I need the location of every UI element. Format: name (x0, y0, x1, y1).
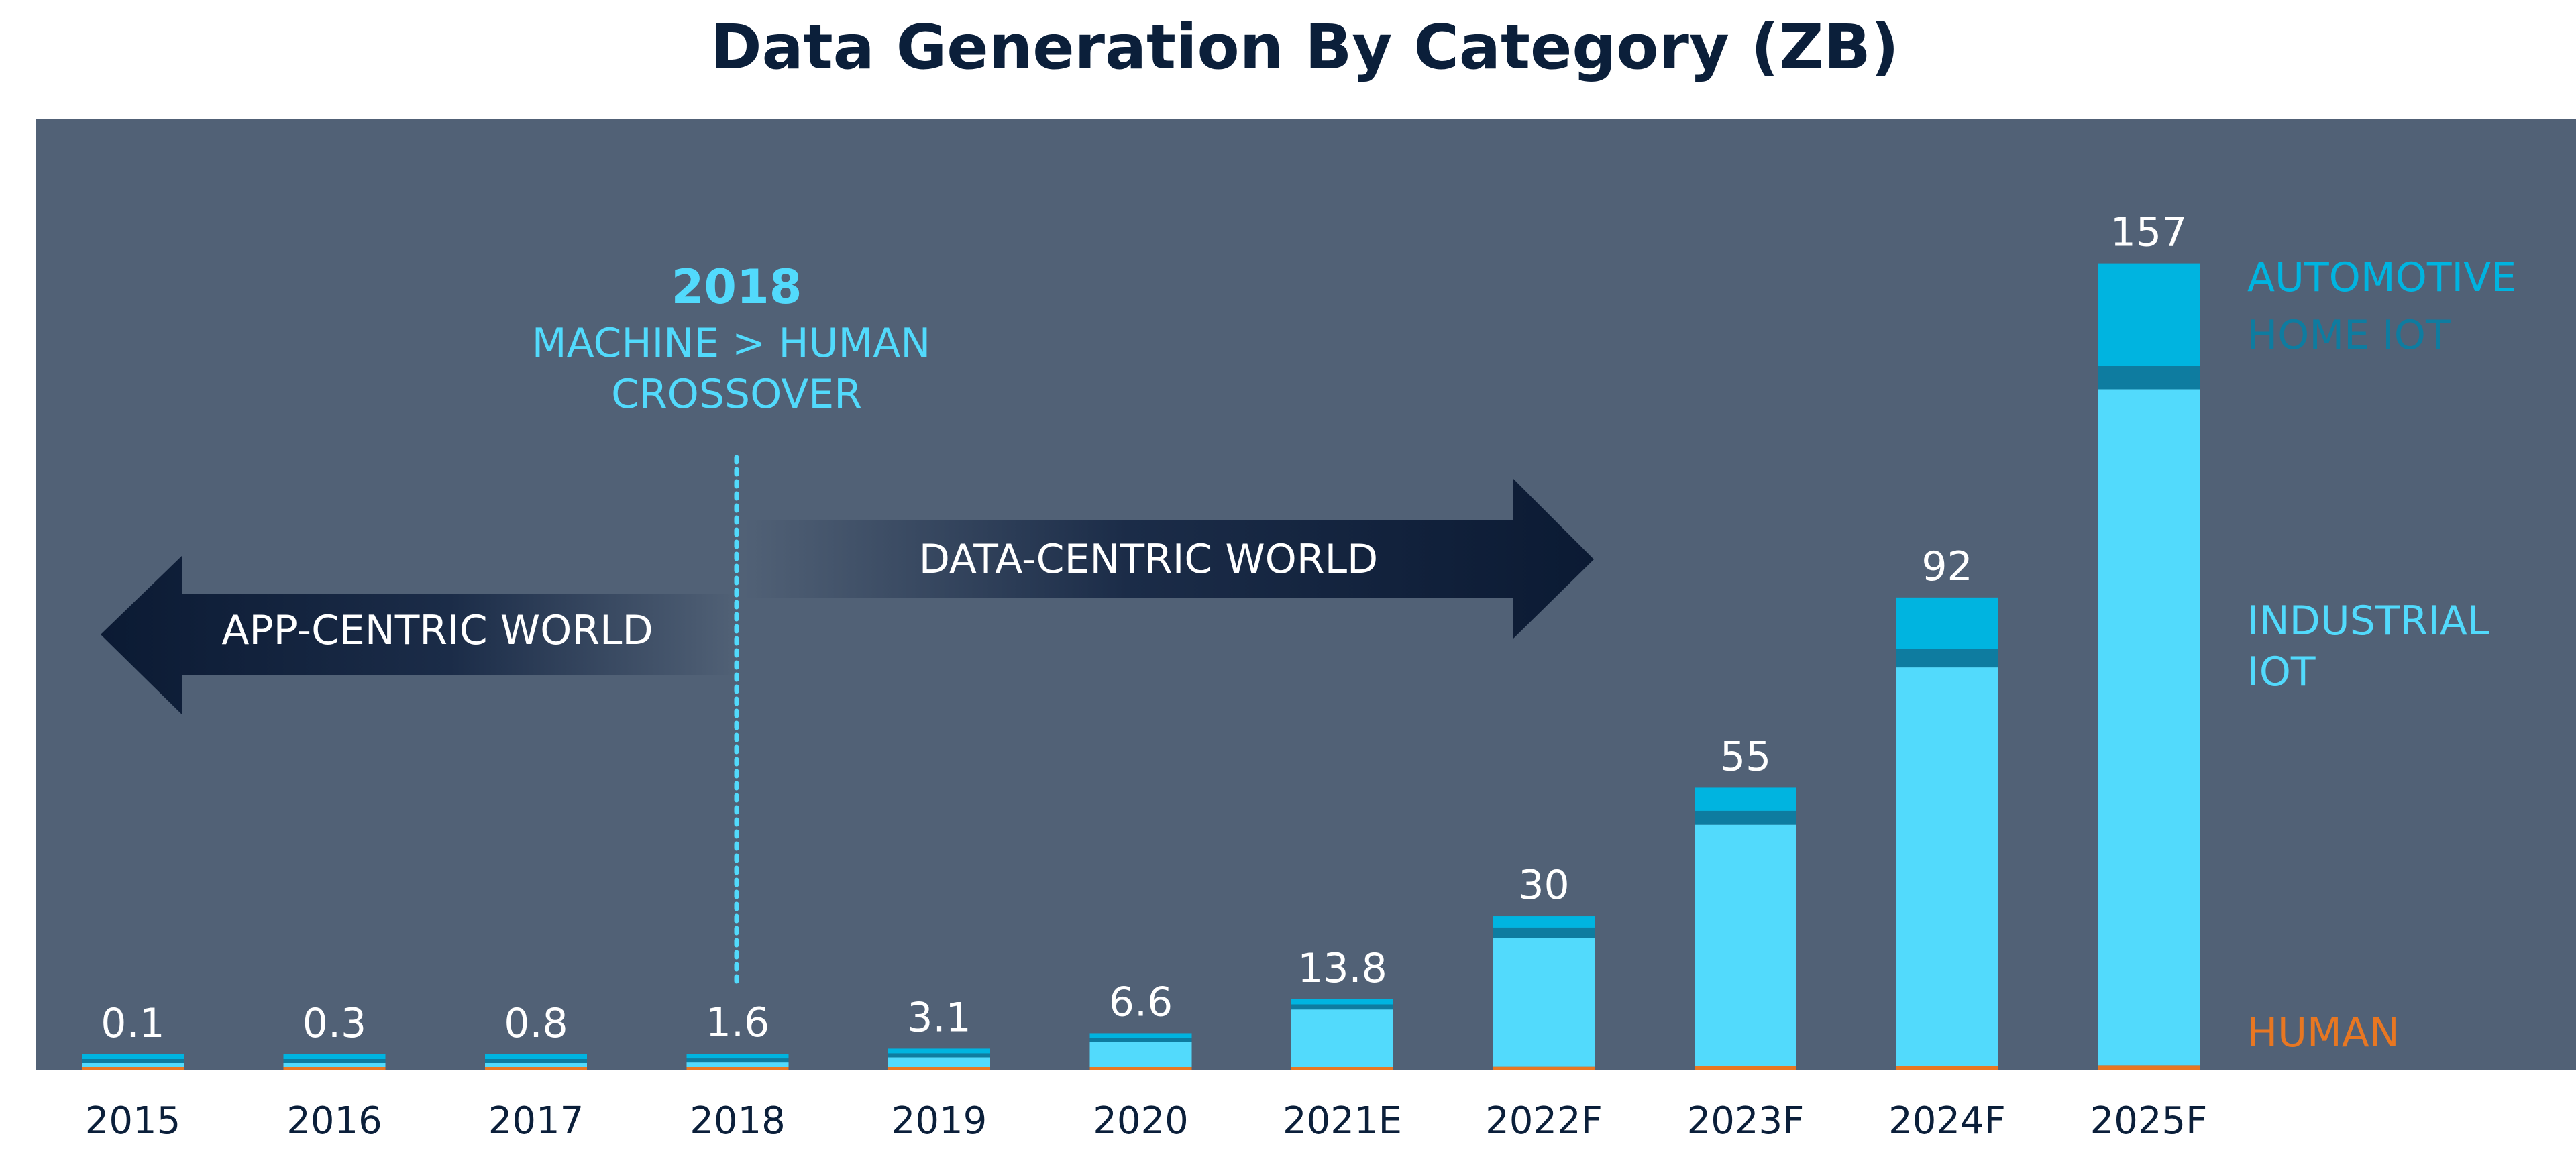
value-label-2017: 0.8 (504, 1000, 568, 1047)
bar-industrial-iot-2024f (1896, 667, 1998, 1066)
x-tick-2019: 2019 (892, 1099, 987, 1143)
value-label-2015: 0.1 (101, 1000, 164, 1047)
app-centric-arrow-label: APP-CENTRIC WORLD (221, 607, 653, 654)
legend-home-iot-line-1: HOME IOT (2247, 312, 2451, 359)
bar-human-2025f (2098, 1065, 2200, 1070)
bar-home-iot-2025f (2098, 366, 2200, 390)
bar-home-iot-2024f (1896, 649, 1998, 668)
bar-industrial-iot-2022f (1493, 938, 1595, 1067)
bar-home-iot-2015 (82, 1059, 184, 1063)
bar-human-2018 (686, 1067, 789, 1070)
bar-automotive-2022f (1493, 916, 1595, 928)
x-tick-2025f: 2025F (2090, 1099, 2208, 1143)
bar-human-2019 (888, 1067, 990, 1070)
crossover-line2: CROSSOVER (611, 371, 862, 418)
x-tick-2018: 2018 (690, 1099, 786, 1143)
bar-automotive-2015 (82, 1054, 184, 1059)
legend-industrial-iot-line-2: IOT (2247, 649, 2316, 696)
value-label-2020: 6.6 (1109, 979, 1173, 1025)
bar-human-2022f (1493, 1066, 1595, 1070)
data-centric-arrow: DATA-CENTRIC WORLD (745, 479, 1594, 639)
bar-automotive-2019 (888, 1048, 990, 1054)
bar-human-2023f (1695, 1066, 1796, 1070)
bar-industrial-iot-2017 (485, 1063, 587, 1067)
value-labels-group: 0.1 0.3 0.8 1.6 3.1 6.6 13.8 30 55 92 157 (101, 209, 2187, 1047)
crossover-year: 2018 (672, 260, 802, 315)
bar-automotive-2020 (1089, 1033, 1192, 1038)
value-label-2022f: 30 (1518, 862, 1569, 909)
bar-automotive-2024f (1896, 597, 1998, 649)
bar-automotive-2016 (283, 1054, 386, 1059)
bar-automotive-2025f (2098, 263, 2200, 366)
bar-home-iot-2017 (485, 1059, 587, 1063)
bar-automotive-2017 (485, 1054, 587, 1059)
x-tick-2024f: 2024F (1888, 1099, 2006, 1143)
bar-home-iot-2022f (1493, 927, 1595, 938)
x-tick-2015: 2015 (85, 1099, 181, 1143)
bar-industrial-iot-2015 (82, 1063, 184, 1067)
x-tick-2021e: 2021E (1283, 1099, 1402, 1143)
bar-industrial-iot-2020 (1089, 1042, 1192, 1067)
bar-automotive-2021e (1291, 999, 1393, 1005)
crossover-annotation: 2018 MACHINE > HUMAN CROSSOVER (532, 260, 930, 989)
data-centric-arrow-label: DATA-CENTRIC WORLD (919, 536, 1378, 583)
legend-automotive-line-1: AUTOMOTIVE (2247, 254, 2516, 301)
bar-human-2024f (1896, 1066, 1998, 1070)
bar-human-2016 (283, 1067, 386, 1070)
bar-home-iot-2018 (686, 1058, 789, 1063)
app-centric-arrow-shape (101, 555, 737, 715)
bar-industrial-iot-2025f (2098, 389, 2200, 1066)
value-label-2018: 1.6 (706, 999, 769, 1046)
crossover-line1: MACHINE > HUMAN (532, 320, 930, 367)
bar-industrial-iot-2016 (283, 1063, 386, 1067)
bar-industrial-iot-2023f (1695, 824, 1796, 1066)
bar-automotive-2018 (686, 1054, 789, 1059)
bar-human-2017 (485, 1067, 587, 1070)
bar-automotive-2023f (1695, 787, 1796, 811)
data-centric-arrow-shape (745, 479, 1594, 639)
value-label-2021e: 13.8 (1297, 945, 1387, 992)
x-tick-2022f: 2022F (1485, 1099, 1603, 1143)
bars-group (82, 263, 2200, 1070)
value-label-2025f: 157 (2110, 209, 2188, 256)
bar-industrial-iot-2021e (1291, 1009, 1393, 1067)
value-label-2024f: 92 (1921, 543, 1972, 590)
chart-title: Data Generation By Category (ZB) (710, 11, 1899, 83)
x-axis-ticks: 2015 2016 2017 2018 2019 2020 2021E 2022F 2023F 2… (85, 1099, 2208, 1143)
bar-human-2015 (82, 1067, 184, 1070)
bar-home-iot-2019 (888, 1053, 990, 1058)
legend-industrial-iot-line-1: INDUSTRIAL (2247, 598, 2490, 645)
bar-industrial-iot-2018 (686, 1062, 789, 1067)
value-label-2019: 3.1 (907, 994, 971, 1041)
legend-human-line-1: HUMAN (2247, 1009, 2400, 1056)
x-tick-2017: 2017 (488, 1099, 584, 1143)
value-label-2016: 0.3 (303, 1000, 366, 1047)
bar-home-iot-2023f (1695, 810, 1796, 825)
app-centric-arrow: APP-CENTRIC WORLD (101, 555, 737, 715)
bar-human-2021e (1291, 1067, 1393, 1070)
bar-home-iot-2021e (1291, 1004, 1393, 1010)
bar-home-iot-2016 (283, 1059, 386, 1063)
bar-home-iot-2020 (1089, 1038, 1192, 1042)
x-tick-2020: 2020 (1093, 1099, 1189, 1143)
x-tick-2016: 2016 (286, 1099, 382, 1143)
x-tick-2023f: 2023F (1687, 1099, 1805, 1143)
value-label-2023f: 55 (1720, 733, 1771, 780)
bar-human-2020 (1089, 1067, 1192, 1070)
bar-industrial-iot-2019 (888, 1057, 990, 1067)
